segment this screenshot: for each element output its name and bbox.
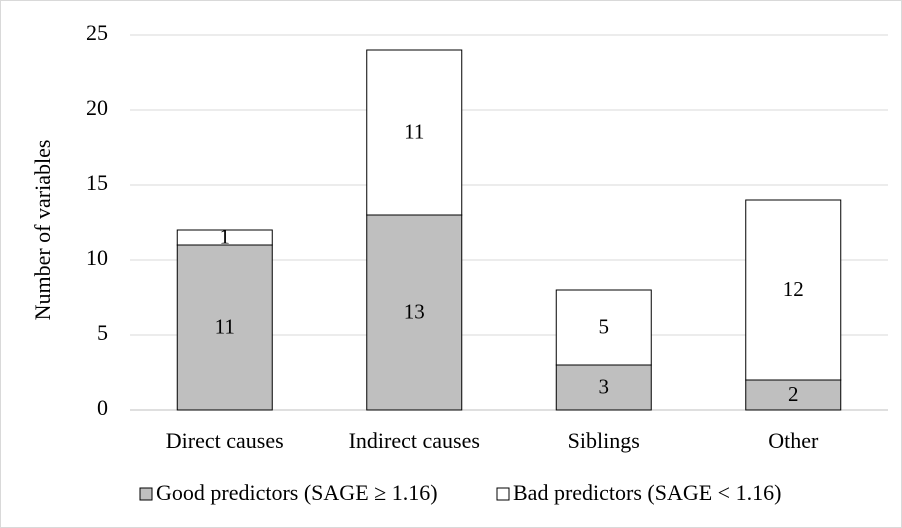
- bar-segment: [366, 49, 463, 216]
- data-label: 11: [404, 119, 424, 143]
- y-tick-label: 10: [86, 245, 108, 270]
- bar-segment: [366, 214, 463, 411]
- y-tick-label: 20: [86, 95, 108, 120]
- bar-segment: [176, 229, 273, 246]
- x-tick-label: Direct causes: [166, 428, 284, 453]
- bar-segment: [745, 199, 842, 381]
- data-label: 12: [783, 277, 804, 301]
- y-tick-label: 0: [97, 395, 108, 420]
- legend-swatch: [496, 487, 510, 501]
- legend-label: Bad predictors (SAGE < 1.16): [513, 480, 781, 505]
- data-label: 1: [220, 224, 231, 248]
- y-axis-label: Number of variables: [30, 140, 55, 321]
- x-tick-label: Other: [768, 428, 819, 453]
- y-tick-label: 15: [86, 170, 108, 195]
- legend-label: Good predictors (SAGE ≥ 1.16): [156, 480, 438, 505]
- data-label: 2: [788, 382, 799, 406]
- data-label: 13: [404, 299, 425, 323]
- bar-segment: [176, 244, 273, 411]
- x-tick-label: Siblings: [568, 428, 640, 453]
- data-label: 3: [599, 374, 610, 398]
- legend-swatch: [139, 487, 153, 501]
- bar-segment: [555, 289, 652, 366]
- bar-segment: [555, 364, 652, 411]
- x-tick-label: Indirect causes: [349, 428, 480, 453]
- y-tick-label: 25: [86, 20, 108, 45]
- data-label: 5: [599, 314, 610, 338]
- data-label: 11: [215, 314, 235, 338]
- y-tick-label: 5: [97, 320, 108, 345]
